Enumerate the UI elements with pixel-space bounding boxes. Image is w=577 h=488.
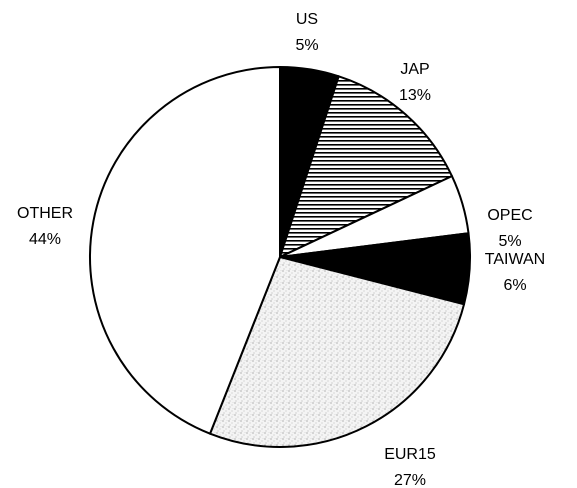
pie-slice <box>279 75 453 258</box>
slice-value-label: 44% <box>29 231 61 248</box>
slice-label: TAIWAN <box>485 251 545 268</box>
slice-value-label: 13% <box>399 87 431 104</box>
pie-slice <box>89 66 281 435</box>
slice-value-label: 27% <box>394 472 426 488</box>
slice-label: OPEC <box>487 207 532 224</box>
slice-value-label: 6% <box>503 277 526 294</box>
slice-label: JAP <box>400 61 429 78</box>
slice-label: US <box>296 11 318 28</box>
pie-slice <box>209 256 466 448</box>
slice-label: OTHER <box>17 205 73 222</box>
slice-label: EUR15 <box>384 446 436 463</box>
slice-value-label: 5% <box>295 37 318 54</box>
slice-value-label: 5% <box>498 233 521 250</box>
